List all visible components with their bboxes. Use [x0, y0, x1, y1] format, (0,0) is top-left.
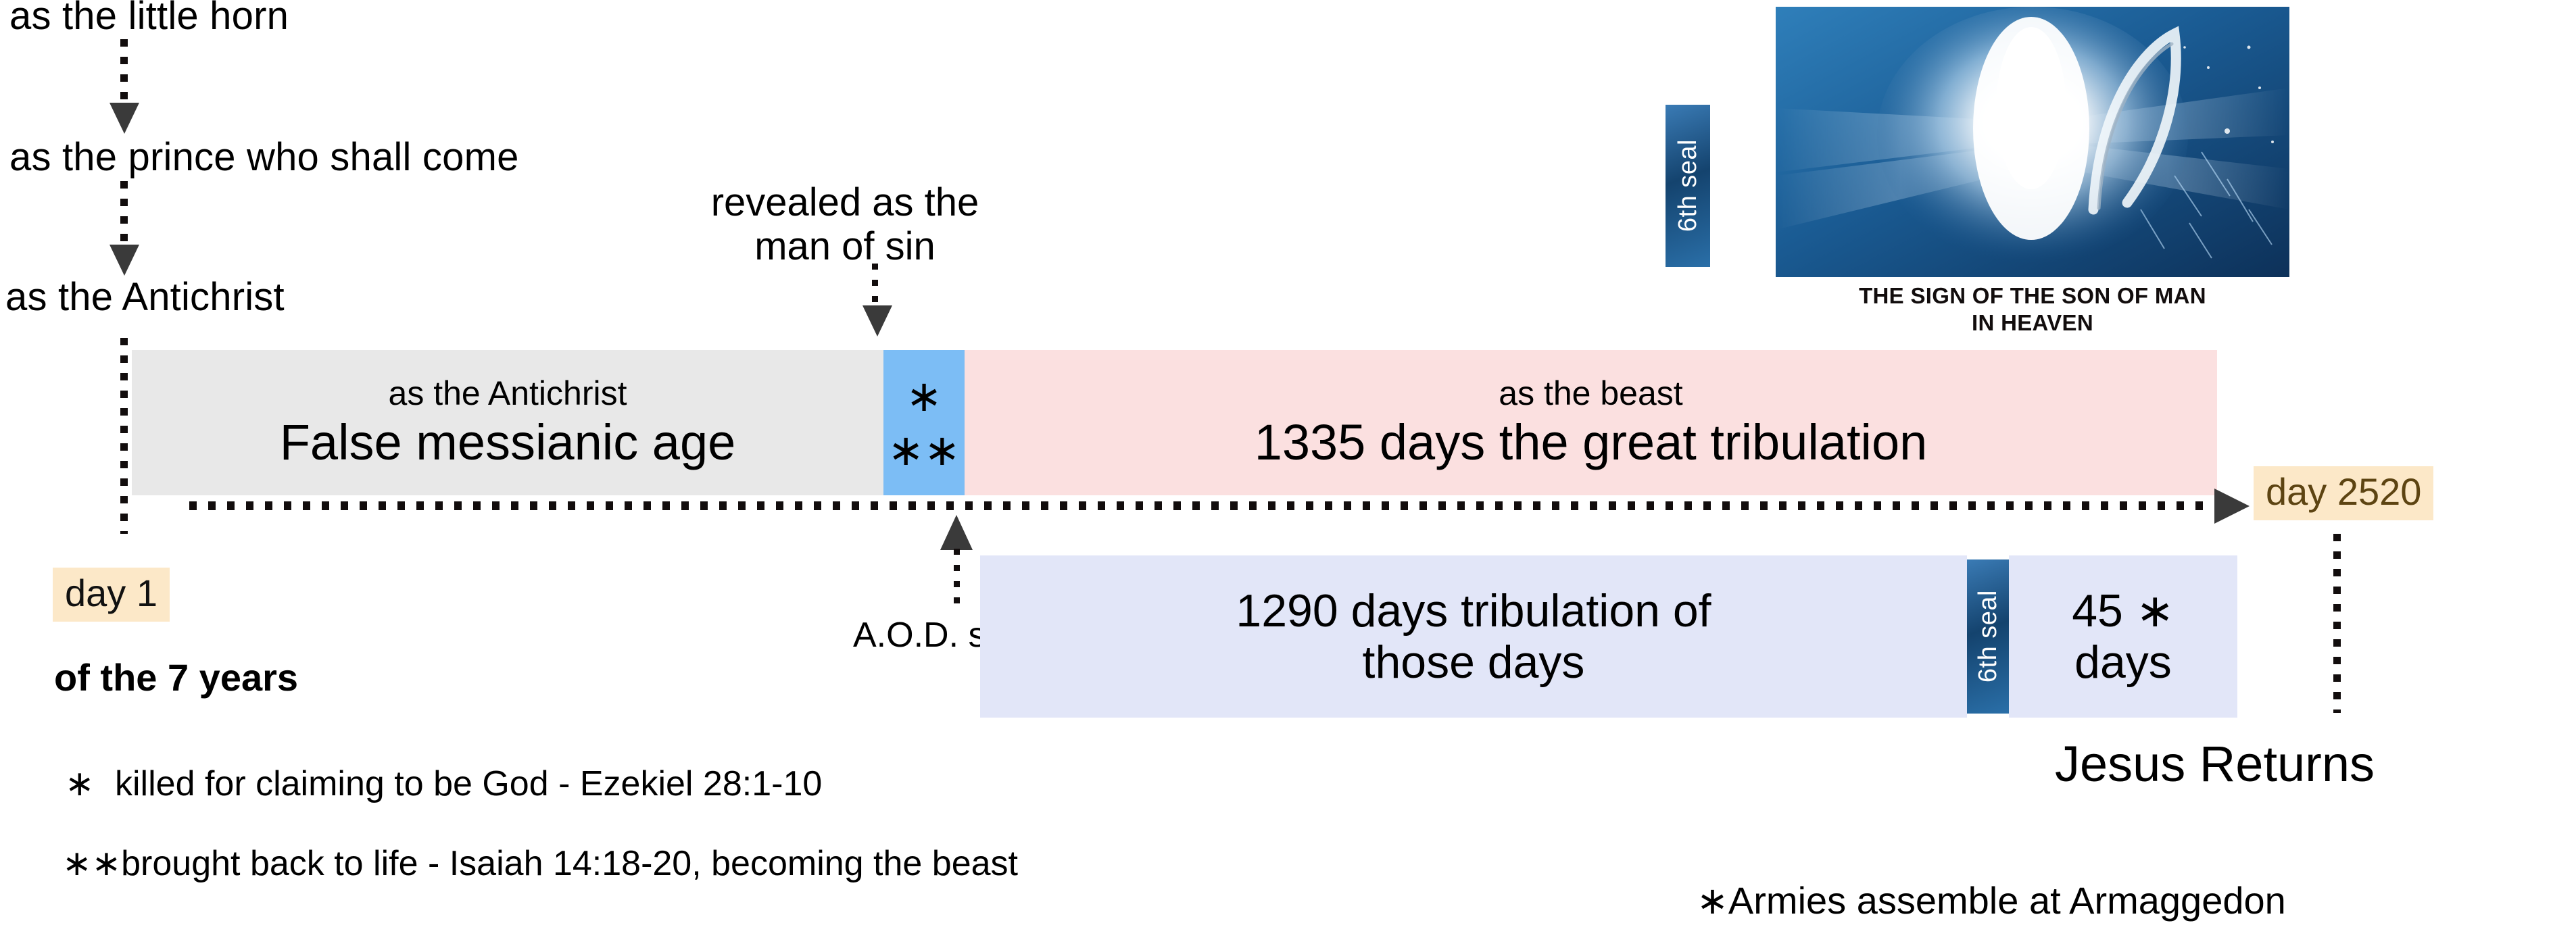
timeline-segment-death-marker: ∗ ∗∗ — [883, 350, 965, 495]
start-vertical-dotted-line — [120, 338, 128, 534]
timeline-segment-1290-days: 1290 days tribulation of those days — [980, 555, 1967, 718]
armageddon-note-text: Armies assemble at Armaggedon — [1728, 879, 2286, 922]
day-1-sublabel: of the 7 years — [54, 656, 299, 699]
day-2520-badge: day 2520 — [2254, 466, 2434, 520]
sign-of-son-of-man-image — [1776, 7, 2289, 277]
revealed-note: revealed as the man of sin — [669, 180, 1021, 269]
aod-setup-dots — [954, 549, 960, 614]
chain-arrow-down-1 — [110, 103, 139, 134]
timeline-segment-false-messianic-age: as the Antichrist False messianic age — [132, 350, 883, 495]
timeline-horizontal-dotted-line — [189, 501, 2217, 510]
footnote-2-text: brought back to life - Isaiah 14:18-20, … — [121, 844, 1018, 883]
footnote-1-mark: ∗ — [65, 764, 95, 803]
day-1-badge: day 1 — [53, 568, 170, 622]
chain-label-prince: as the prince who shall come — [9, 135, 519, 179]
segment-beast-sublabel: as the beast — [1499, 374, 1683, 413]
jesus-returns-vertical-dotted-line — [2333, 534, 2341, 713]
death-marker-single-asterisk: ∗ — [906, 371, 942, 420]
segment-1290-line2: those days — [1362, 637, 1585, 688]
lower-6th-seal-tag-label: 6th seal — [1973, 590, 2002, 683]
picture-caption: THE SIGN OF THE SON OF MAN IN HEAVEN — [1776, 282, 2289, 336]
picture-caption-line1: THE SIGN OF THE SON OF MAN — [1859, 283, 2206, 308]
lower-6th-seal-tag: 6th seal — [1967, 559, 2009, 714]
chain-label-little-horn: as the little horn — [9, 0, 289, 38]
aod-setup-arrow-up — [940, 515, 973, 550]
segment-beast-mainlabel: 1335 days the great tribulation — [1254, 414, 1928, 470]
footnote-1-text: killed for claiming to be God - Ezekiel … — [115, 764, 823, 803]
jesus-returns-label: Jesus Returns — [2055, 736, 2375, 792]
revealed-note-line1: revealed as the — [710, 180, 979, 224]
revealed-note-dots — [872, 264, 878, 311]
revealed-note-arrow — [862, 305, 892, 337]
revealed-note-line2: man of sin — [754, 224, 935, 268]
footnote-double-asterisk: ∗∗brought back to life - Isaiah 14:18-20… — [62, 843, 1018, 884]
segment-45-line1: 45 ∗ — [2072, 584, 2174, 637]
timeline-horizontal-arrowhead — [2214, 489, 2250, 524]
footnote-2-mark: ∗∗ — [62, 844, 122, 883]
armageddon-note-mark: ∗ — [1697, 879, 1728, 922]
segment-antichrist-mainlabel: False messianic age — [279, 414, 736, 470]
death-marker-double-asterisk: ∗∗ — [888, 425, 961, 474]
chain-arrow-down-2 — [110, 245, 139, 276]
segment-antichrist-sublabel: as the Antichrist — [388, 374, 627, 413]
picture-caption-line2: IN HEAVEN — [1972, 309, 2093, 335]
picture-6th-seal-tag: 6th seal — [1666, 105, 1710, 267]
timeline-segment-45-days: 45 ∗ days — [2009, 555, 2237, 718]
segment-1290-line1: 1290 days tribulation of — [1236, 584, 1711, 637]
picture-6th-seal-tag-label: 6th seal — [1673, 139, 1702, 232]
timeline-segment-great-tribulation: as the beast 1335 days the great tribula… — [965, 350, 2217, 495]
chain-connector-dots-1 — [120, 39, 128, 119]
chain-connector-dots-2 — [120, 181, 128, 262]
segment-45-line2: days — [2074, 637, 2172, 688]
footnote-single-asterisk: ∗ killed for claiming to be God - Ezekiel… — [65, 764, 822, 804]
armageddon-note: ∗Armies assemble at Armaggedon — [1697, 878, 2286, 923]
chain-label-antichrist: as the Antichrist — [5, 275, 285, 319]
